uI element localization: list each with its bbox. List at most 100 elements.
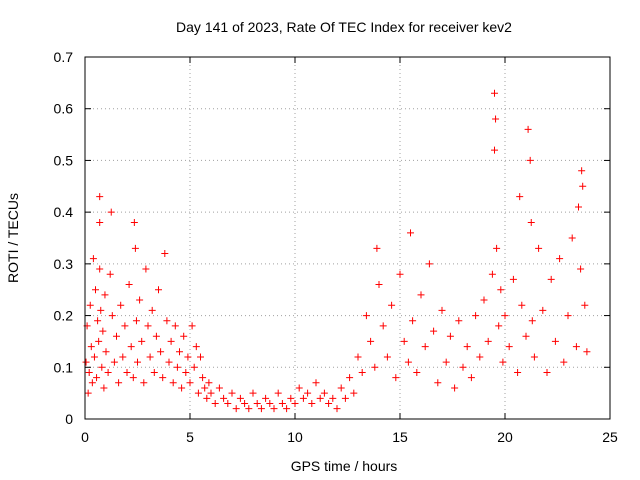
data-point (119, 353, 127, 361)
data-point (524, 125, 532, 133)
data-point (291, 399, 299, 407)
data-point (134, 358, 141, 366)
data-point (82, 358, 90, 366)
data-point (92, 286, 99, 294)
data-point (207, 389, 215, 397)
data-point (421, 343, 429, 351)
data-point (564, 312, 572, 320)
data-point (236, 394, 244, 402)
data-point (547, 275, 555, 283)
data-point (142, 265, 150, 273)
data-point (96, 265, 104, 273)
data-point (89, 255, 97, 263)
data-point (262, 394, 270, 402)
data-point (266, 399, 274, 407)
data-point (568, 234, 576, 242)
data-point (140, 379, 148, 387)
data-point (358, 368, 366, 376)
data-point (325, 399, 333, 407)
data-point (138, 337, 146, 345)
data-point (404, 358, 412, 366)
data-point (543, 368, 551, 376)
data-point (526, 156, 534, 164)
data-point (110, 358, 118, 366)
data-point (184, 353, 192, 361)
data-point (146, 353, 154, 361)
data-point (136, 296, 144, 304)
data-point (556, 255, 564, 263)
data-point (199, 374, 207, 382)
data-point (190, 363, 198, 371)
data-point (530, 353, 538, 361)
data-point (516, 193, 524, 201)
data-point (373, 244, 381, 252)
data-point (215, 384, 223, 392)
data-point (472, 312, 480, 320)
data-point (527, 218, 535, 226)
data-point (96, 193, 104, 201)
data-point (484, 337, 492, 345)
data-point (125, 281, 133, 289)
data-point (186, 379, 194, 387)
data-point (192, 343, 200, 351)
data-point (132, 317, 140, 325)
data-points (82, 89, 591, 413)
data-point (522, 332, 530, 340)
data-point (295, 384, 303, 392)
data-point (106, 270, 114, 278)
data-point (371, 363, 379, 371)
data-point (90, 353, 98, 361)
data-point (459, 363, 467, 371)
data-point (467, 374, 475, 382)
data-point (362, 312, 370, 320)
data-point (316, 394, 324, 402)
data-point (346, 374, 354, 382)
data-point (518, 301, 526, 309)
data-point (245, 405, 253, 413)
data-point (308, 399, 316, 407)
data-point (579, 182, 587, 190)
data-point (299, 394, 307, 402)
data-point (438, 306, 446, 314)
data-point (560, 358, 568, 366)
data-point (581, 301, 589, 309)
data-point (442, 358, 450, 366)
data-point (400, 337, 408, 345)
data-point (220, 394, 228, 402)
data-point (167, 337, 175, 345)
data-point (577, 265, 585, 273)
data-point (350, 389, 358, 397)
chart-title: Day 141 of 2023, Rate Of TEC Index for r… (176, 19, 512, 35)
data-point (488, 270, 496, 278)
data-point (287, 394, 295, 402)
data-point (575, 203, 582, 211)
data-point (501, 312, 509, 320)
y-tick-label: 0.5 (54, 152, 74, 168)
data-point (383, 353, 391, 361)
x-tick-label: 0 (81, 429, 89, 445)
x-tick-label: 25 (602, 429, 618, 445)
y-tick-label: 0.6 (54, 101, 74, 117)
data-point (505, 343, 513, 351)
data-point (509, 275, 517, 283)
data-point (211, 399, 219, 407)
y-tick-label: 0.2 (54, 308, 74, 324)
data-point (491, 89, 498, 97)
data-point (115, 379, 123, 387)
data-point (451, 384, 459, 392)
data-point (249, 389, 257, 397)
data-point (228, 389, 236, 397)
axis-ticks: 0 5 10 15 20 25 0 0.1 0.2 0.3 0.4 0.5 0.6 0.7 (54, 49, 618, 445)
data-point (493, 244, 501, 252)
data-point (476, 353, 484, 361)
data-point (578, 167, 586, 175)
data-point (87, 343, 95, 351)
data-point (104, 368, 112, 376)
data-point (257, 405, 265, 413)
data-point (197, 353, 204, 361)
data-point (171, 322, 179, 330)
data-point (161, 250, 169, 258)
data-point (367, 337, 375, 345)
data-point (102, 348, 110, 356)
